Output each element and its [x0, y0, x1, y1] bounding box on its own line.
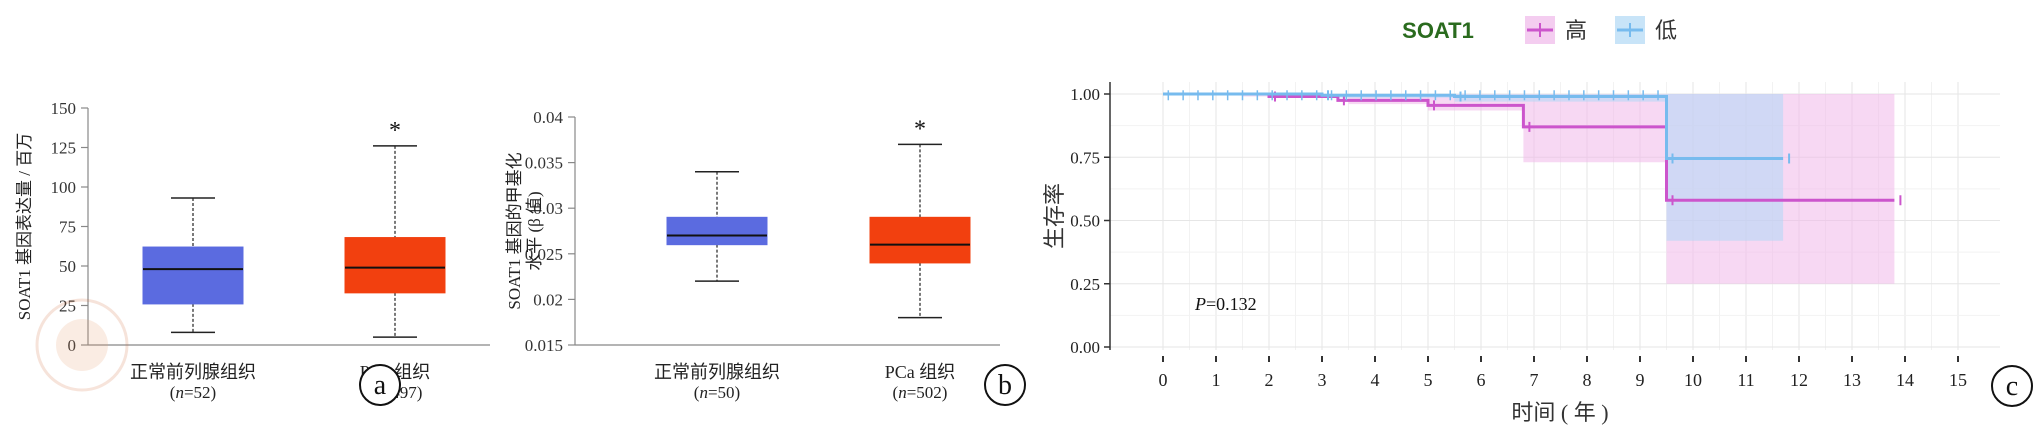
km-y-tick-label: 0.00 — [1070, 338, 1100, 357]
panel-b-y-tick-label: 0.025 — [525, 245, 563, 264]
km-p-value: P=0.132 — [1194, 294, 1257, 314]
panel-b-y-tick-label: 0.04 — [533, 108, 563, 127]
km-x-tick-label: 12 — [1790, 370, 1808, 390]
panel-b-box-2-iqr-box — [869, 216, 971, 264]
km-x-tick-label: 1 — [1212, 370, 1221, 390]
panel-b-box-2-significance: * — [914, 116, 926, 142]
km-legend-label-2: 低 — [1655, 19, 1677, 44]
panel-b-box-2-category-label: PCa 组织 — [885, 362, 956, 382]
km-p-symbol: P — [1194, 294, 1206, 314]
panel-a-label: a — [374, 370, 387, 401]
km-x-tick-label: 3 — [1318, 370, 1327, 390]
km-x-tick-label: 14 — [1896, 370, 1914, 390]
km-legend-title: SOAT1 — [1402, 18, 1474, 43]
panel-b-label-circle — [984, 364, 1026, 406]
panel-a-y-tick-label: 100 — [51, 178, 77, 197]
panel-c-label-circle — [1991, 365, 2033, 407]
panel-b-y-tick-label: 0.03 — [533, 199, 563, 218]
panel-a-box-1-n-symbol: n — [175, 383, 184, 402]
watermark-seal — [35, 298, 129, 392]
km-x-tick-label: 2 — [1265, 370, 1274, 390]
watermark-ring — [35, 298, 129, 392]
km-x-tick-label: 5 — [1424, 370, 1433, 390]
panel-a-y-tick-label: 0 — [68, 336, 77, 355]
panel-c-label: c — [2006, 371, 2018, 402]
km-y-tick-label: 1.00 — [1070, 85, 1100, 104]
panel-a-label-circle — [359, 364, 401, 406]
km-x-tick-label: 4 — [1371, 370, 1380, 390]
panel-a-box-1-iqr-box — [142, 246, 244, 305]
km-x-tick-label: 0 — [1159, 370, 1168, 390]
panel-b-y-tick-label: 0.015 — [525, 336, 563, 355]
km-y-label: 生存率 — [1042, 183, 1067, 249]
panel-a-box-1-n-label: (n=52) — [170, 383, 216, 402]
panel-b-box-1-n-label: (n=50) — [694, 383, 740, 402]
km-x-tick-label: 15 — [1949, 370, 1967, 390]
km-y-tick-label: 0.75 — [1070, 148, 1100, 167]
km-curve-2 — [1163, 92, 1784, 161]
panel-b-box-2-n-symbol: n — [898, 383, 907, 402]
panel-a-box-1-category-label: 正常前列腺组织 — [130, 362, 256, 382]
panel-b-box-2-n-value: =502 — [907, 383, 942, 402]
panel-a-box-1-n-value: =52 — [184, 383, 211, 402]
km-x-tick-label: 10 — [1684, 370, 1702, 390]
panel-b-box-1-category-label: 正常前列腺组织 — [654, 362, 780, 382]
km-x-tick-label: 9 — [1636, 370, 1645, 390]
watermark-core — [56, 319, 108, 371]
km-x-tick-label: 11 — [1737, 370, 1754, 390]
km-y-tick-label: 0.25 — [1070, 275, 1100, 294]
panel-b-box-1-n-value: =50 — [708, 383, 735, 402]
panel-b-y-tick-label: 0.035 — [525, 154, 563, 173]
panel-b-box-2-n-label: (n=502) — [893, 383, 948, 402]
km-x-tick-label: 7 — [1530, 370, 1539, 390]
panel-b-box-1-iqr-box — [666, 216, 768, 246]
panel-b-y-label-line1: SOAT1 基因的甲基化 — [505, 152, 524, 309]
panel-a-y-tick-label: 50 — [59, 257, 76, 276]
panel-a-y-tick-label: 75 — [59, 218, 76, 237]
panel-b-box-1-n-symbol: n — [699, 383, 708, 402]
panel-a-y-tick-label: 25 — [59, 297, 76, 316]
panel-b-label: b — [998, 370, 1012, 401]
km-x-tick-label: 13 — [1843, 370, 1861, 390]
km-y-tick-label: 0.50 — [1070, 212, 1100, 231]
km-x-tick-label: 6 — [1477, 370, 1486, 390]
km-ci-band-2 — [1163, 94, 1784, 241]
panel-a-y-label: SOAT1 基因表达量 / 百万 — [15, 133, 34, 320]
panel-b-y-label-line2: 水平 (β 值) — [525, 191, 544, 270]
km-legend-label-1: 高 — [1565, 19, 1587, 44]
panel-b-y-tick-label: 0.02 — [533, 290, 563, 309]
panel-a-box-2-iqr-box — [344, 237, 446, 294]
panel-a-box-2-significance: * — [389, 118, 401, 144]
panel-a-y-tick-label: 125 — [51, 139, 77, 158]
km-x-tick-label: 8 — [1583, 370, 1592, 390]
panel-a-y-tick-label: 150 — [51, 99, 77, 118]
km-x-label: 时间 ( 年 ) — [1511, 400, 1608, 425]
km-p-number: =0.132 — [1206, 294, 1257, 314]
